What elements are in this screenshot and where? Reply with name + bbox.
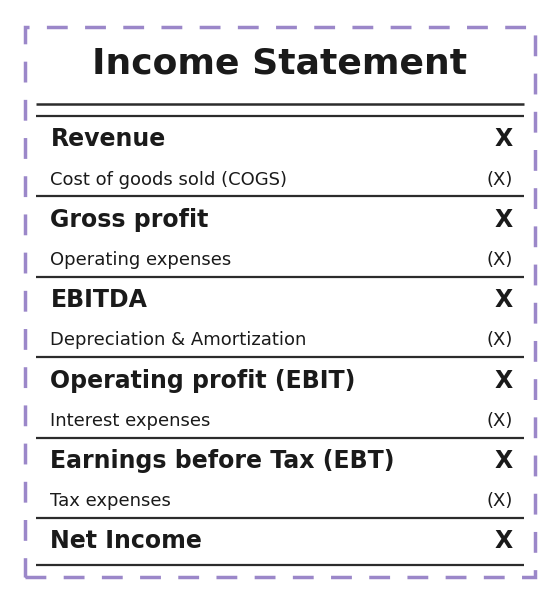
Text: Earnings before Tax (EBT): Earnings before Tax (EBT) xyxy=(50,449,395,473)
Text: Operating expenses: Operating expenses xyxy=(50,251,232,269)
Text: Net Income: Net Income xyxy=(50,529,202,553)
Text: (X): (X) xyxy=(486,251,512,269)
Text: X: X xyxy=(494,208,512,232)
Text: Cost of goods sold (COGS): Cost of goods sold (COGS) xyxy=(50,170,287,188)
Text: Revenue: Revenue xyxy=(50,127,166,152)
Text: Income Statement: Income Statement xyxy=(92,47,468,80)
Text: Operating profit (EBIT): Operating profit (EBIT) xyxy=(50,368,356,393)
Text: Interest expenses: Interest expenses xyxy=(50,412,211,430)
Text: X: X xyxy=(494,368,512,393)
Text: (X): (X) xyxy=(486,492,512,510)
Text: (X): (X) xyxy=(486,170,512,188)
Text: X: X xyxy=(494,127,512,152)
FancyBboxPatch shape xyxy=(25,27,535,577)
Text: Gross profit: Gross profit xyxy=(50,208,209,232)
Text: (X): (X) xyxy=(486,412,512,430)
Text: (X): (X) xyxy=(486,332,512,349)
Text: Depreciation & Amortization: Depreciation & Amortization xyxy=(50,332,307,349)
Text: X: X xyxy=(494,529,512,553)
Text: EBITDA: EBITDA xyxy=(50,288,147,312)
Text: X: X xyxy=(494,288,512,312)
Text: Tax expenses: Tax expenses xyxy=(50,492,171,510)
Text: X: X xyxy=(494,449,512,473)
